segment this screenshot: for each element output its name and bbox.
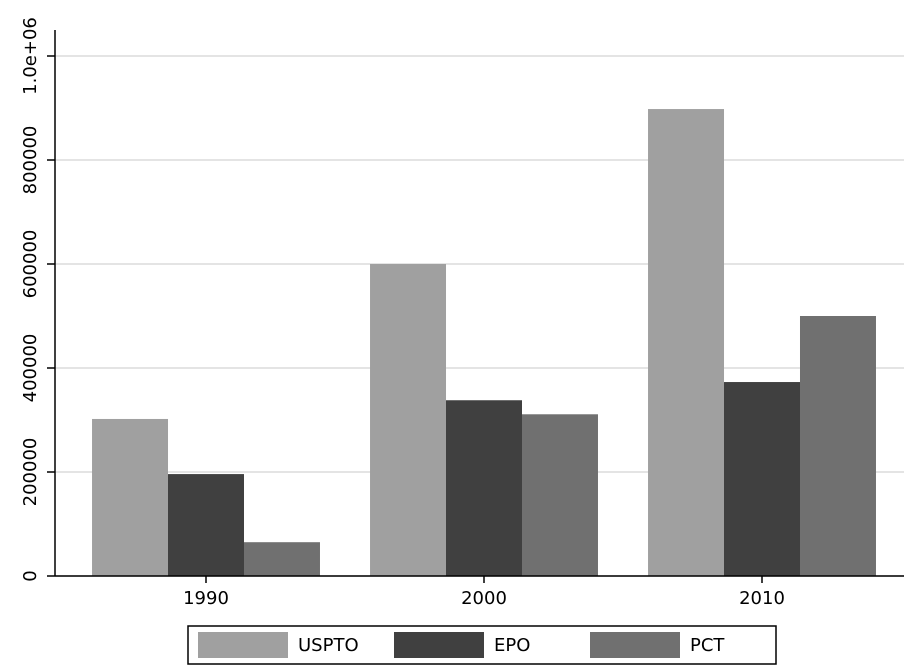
x-tick-label: 2000 xyxy=(461,588,507,609)
bar xyxy=(799,316,876,576)
legend-label: EPO xyxy=(494,635,530,656)
bar xyxy=(243,542,320,576)
bar xyxy=(92,418,169,576)
y-tick-label: 200000 xyxy=(20,438,41,507)
x-tick-label: 2010 xyxy=(739,588,785,609)
bar xyxy=(168,474,244,576)
x-tick-label: 1990 xyxy=(183,588,229,609)
y-tick-label: 0 xyxy=(20,570,41,581)
legend-swatch xyxy=(590,632,680,658)
y-tick-label: 1.0e+06 xyxy=(20,17,41,95)
bar xyxy=(648,109,725,576)
bar xyxy=(370,264,447,576)
y-tick-label: 400000 xyxy=(20,334,41,403)
legend-label: USPTO xyxy=(298,635,359,656)
legend-swatch xyxy=(394,632,484,658)
y-tick-label: 600000 xyxy=(20,230,41,299)
legend-label: PCT xyxy=(690,635,725,656)
legend-swatch xyxy=(198,632,288,658)
bar xyxy=(724,382,800,576)
bar xyxy=(521,414,598,576)
bar xyxy=(446,400,522,576)
y-tick-label: 800000 xyxy=(20,126,41,195)
